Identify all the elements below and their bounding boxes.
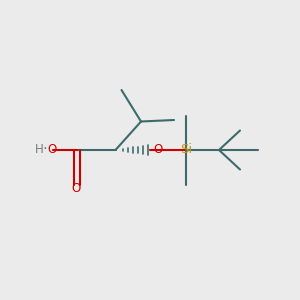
Text: O: O — [48, 143, 57, 156]
Text: O: O — [72, 182, 81, 196]
Text: Si: Si — [180, 143, 192, 156]
Text: ·: · — [43, 142, 47, 157]
Text: O: O — [154, 143, 163, 156]
Text: H: H — [34, 143, 43, 156]
